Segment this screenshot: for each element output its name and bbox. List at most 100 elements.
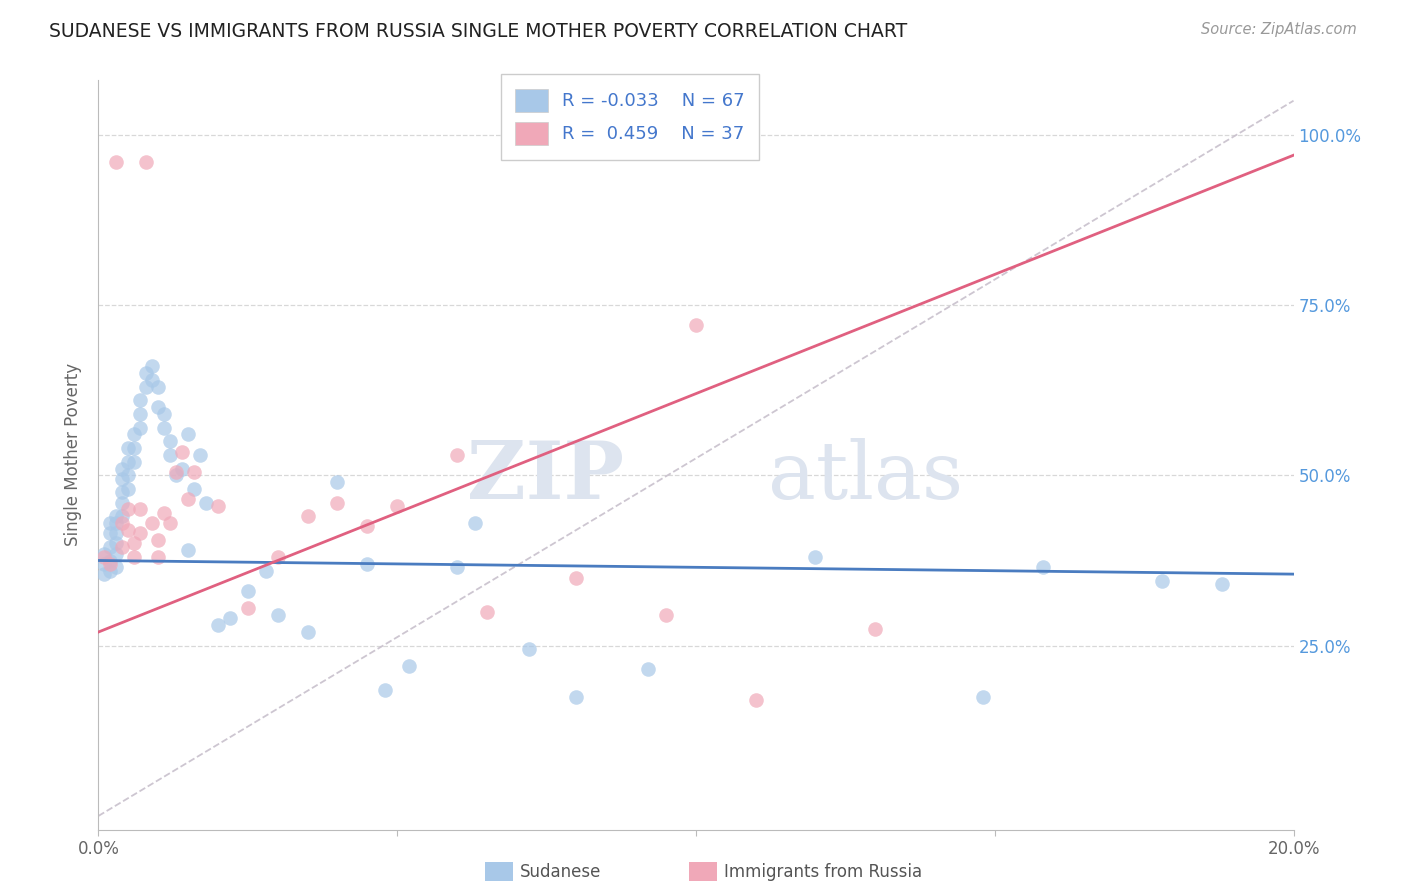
Point [183,482,205,496]
Point [111,485,134,500]
Point [111,461,134,475]
Point [105,516,128,530]
Point [111,516,134,530]
Point [153,407,176,421]
Text: Sudanese: Sudanese [520,863,602,881]
Point [111,540,134,554]
Point [93,557,115,571]
Point [117,441,139,455]
Point [177,543,200,558]
Point [141,359,163,374]
Point [124,455,146,469]
Point [148,401,170,415]
Point [165,465,187,479]
Point [195,495,218,509]
Text: atlas: atlas [768,438,963,516]
Point [117,502,139,516]
Point [124,550,146,565]
Point [374,682,396,697]
Point [98,564,122,578]
Point [135,155,157,169]
Point [117,455,139,469]
Point [356,519,378,533]
Text: ZIP: ZIP [467,438,624,516]
Point [93,547,115,561]
Point [141,373,163,387]
Point [105,155,128,169]
Point [177,492,200,507]
Point [111,509,134,524]
Point [565,690,588,704]
Point [124,441,146,455]
Point [129,502,152,516]
Point [129,526,152,541]
Point [159,448,181,462]
Point [188,448,211,462]
Point [637,663,659,677]
Point [105,536,128,550]
Text: Source: ZipAtlas.com: Source: ZipAtlas.com [1201,22,1357,37]
Point [117,523,139,537]
Point [172,444,194,458]
Point [177,427,200,442]
Point [129,407,152,421]
Point [105,547,128,561]
Point [326,495,349,509]
Point [356,557,378,571]
Point [267,607,290,622]
Point [124,536,146,550]
Point [1211,577,1233,591]
Text: SUDANESE VS IMMIGRANTS FROM RUSSIA SINGLE MOTHER POVERTY CORRELATION CHART: SUDANESE VS IMMIGRANTS FROM RUSSIA SINGL… [49,22,907,41]
Point [105,526,128,541]
Point [565,570,588,584]
Point [148,380,170,394]
Point [98,553,122,567]
Point [517,642,540,657]
Point [124,427,146,442]
Point [804,550,827,565]
Point [745,693,768,707]
Point [165,468,187,483]
Point [117,468,139,483]
Point [326,475,349,490]
Point [1032,560,1054,574]
Point [141,516,163,530]
Point [398,659,420,673]
Point [1152,574,1174,588]
Point [148,550,170,565]
Point [93,550,115,565]
Text: Immigrants from Russia: Immigrants from Russia [724,863,922,881]
Point [297,625,319,640]
Point [207,618,229,632]
Y-axis label: Single Mother Poverty: Single Mother Poverty [65,363,83,547]
Point [254,564,277,578]
Point [446,448,468,462]
Point [219,611,242,625]
Point [117,482,139,496]
Point [135,380,157,394]
Point [159,434,181,449]
Point [865,622,887,636]
Point [98,516,122,530]
Legend: R = -0.033    N = 67, R =  0.459    N = 37: R = -0.033 N = 67, R = 0.459 N = 37 [501,74,759,160]
Point [464,516,486,530]
Point [135,366,157,380]
Point [236,584,259,599]
Point [105,560,128,574]
Point [172,461,194,475]
Point [93,567,115,582]
Point [98,557,122,571]
Point [685,318,707,333]
Point [98,526,122,541]
Point [446,560,468,574]
Point [183,465,205,479]
Point [236,601,259,615]
Point [153,420,176,434]
Point [159,516,181,530]
Point [105,509,128,524]
Point [111,472,134,486]
Point [111,495,134,509]
Point [972,690,994,704]
Point [153,506,176,520]
Point [148,533,170,547]
